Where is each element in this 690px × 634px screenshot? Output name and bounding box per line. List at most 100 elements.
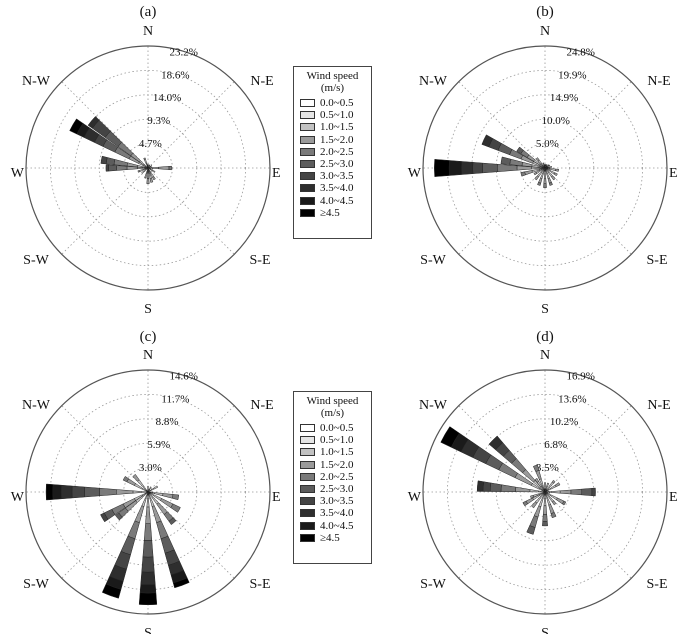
petal-segment — [149, 177, 154, 183]
petal-segment — [142, 540, 154, 558]
petal-segment — [549, 165, 553, 168]
petal-segment — [551, 500, 557, 506]
wind-petal — [542, 162, 546, 169]
direction-label: N-E — [647, 74, 670, 89]
petal-segment — [500, 156, 512, 165]
petal-segment — [122, 476, 130, 483]
petal-segment — [100, 512, 109, 523]
wind-petal — [532, 464, 546, 493]
petal-segment — [69, 118, 84, 135]
wind-petal — [488, 435, 546, 493]
petal-segment — [172, 577, 190, 589]
petal-segment — [153, 485, 159, 490]
direction-label: S-E — [250, 577, 271, 592]
ring-label: 8.8% — [156, 416, 179, 428]
petal-segment — [530, 494, 535, 499]
petal-segment — [550, 168, 557, 172]
petal-segment — [148, 486, 152, 491]
petal-segment — [146, 172, 150, 179]
petal-segment — [545, 163, 547, 167]
wind-petal — [522, 491, 546, 507]
grid-spoke — [544, 167, 632, 255]
petal-segment — [532, 464, 540, 472]
legend-label: 0.0~0.5 — [320, 97, 354, 110]
wind-petal — [147, 491, 177, 526]
legend-title: Wind speed (m/s) — [306, 395, 359, 419]
petal-segment — [87, 116, 100, 129]
wind-petal — [87, 116, 149, 169]
petal-segment — [543, 498, 547, 506]
ring-label: 6.8% — [544, 439, 567, 451]
direction-label: N-W — [419, 398, 448, 413]
direction-label: N — [143, 348, 153, 363]
wind-petal — [544, 487, 596, 497]
legend-label: 0.5~1.0 — [320, 109, 354, 122]
grid-ring — [446, 70, 643, 266]
wind-petal — [114, 491, 149, 521]
petal-segment — [168, 517, 177, 526]
legend-label: 2.0~2.5 — [320, 470, 354, 483]
legend-entry: 4.0~4.5 — [300, 195, 365, 207]
ring-label: 16.9% — [567, 370, 595, 382]
direction-label: N-W — [22, 74, 51, 89]
petal-segment — [143, 157, 146, 160]
petal-segment — [139, 584, 157, 594]
wind-petal — [147, 485, 149, 493]
legend-rows: 0.0~0.5 0.5~1.0 1.0~1.5 1.5~2.0 2.0~2.5 2.5~3… — [300, 97, 365, 219]
legend-swatch — [300, 497, 315, 506]
panel-label: (d) — [536, 329, 554, 345]
petal-segment — [152, 176, 156, 181]
outer-ring — [25, 45, 271, 291]
wind-petal — [147, 491, 181, 513]
petal-segment — [551, 490, 561, 494]
legend-label: 4.0~4.5 — [320, 194, 354, 207]
panel-label: (b) — [536, 4, 554, 20]
petal-segment — [472, 162, 483, 174]
wind-petal — [147, 167, 154, 183]
legend-swatch — [300, 521, 315, 530]
petal-segment — [533, 505, 542, 518]
petal-segment — [434, 159, 450, 177]
petal-segment — [543, 482, 547, 487]
center-label: % — [544, 164, 550, 172]
petal-segment — [551, 479, 556, 484]
petal-segment — [543, 173, 547, 180]
legend-entry: 0.0~0.5 — [300, 97, 365, 109]
direction-label: S-E — [647, 577, 668, 592]
wind-petal — [138, 491, 158, 606]
wind-petal — [544, 491, 567, 506]
grid-spoke — [458, 491, 546, 579]
legend-entry: 2.5~3.0 — [300, 158, 365, 170]
wind-petal — [544, 167, 559, 172]
petal-segment — [555, 168, 559, 172]
petal-segment — [108, 164, 117, 172]
direction-label: S-W — [420, 253, 446, 268]
petal-segment — [152, 166, 159, 170]
petal-segment — [522, 500, 529, 507]
wind-petal — [535, 157, 546, 169]
petal-segment — [138, 169, 144, 173]
petal-segment — [143, 158, 147, 164]
petal-segment — [554, 482, 561, 488]
direction-label: E — [669, 166, 678, 181]
direction-label: E — [272, 166, 281, 181]
petal-segment — [581, 488, 593, 496]
petal-segment — [142, 167, 147, 169]
wind-petal — [544, 165, 553, 169]
petal-segment — [543, 178, 547, 184]
petal-segment — [448, 160, 462, 176]
center-label: % — [147, 488, 153, 496]
legend-entry: 2.0~2.5 — [300, 471, 365, 483]
wind-petal — [543, 482, 547, 493]
legend-label: 1.0~1.5 — [320, 121, 354, 134]
petal-segment — [481, 134, 494, 148]
petal-segment — [546, 482, 550, 488]
wind-petal — [440, 426, 546, 493]
ring-label: 23.2% — [170, 46, 198, 58]
wind-petal — [526, 491, 546, 535]
ring-label: 13.6% — [558, 393, 586, 405]
wind-petal — [544, 163, 546, 169]
wind-petal — [530, 491, 546, 499]
ring-label: 3.0% — [139, 462, 162, 474]
panel-label: (c) — [140, 329, 157, 345]
